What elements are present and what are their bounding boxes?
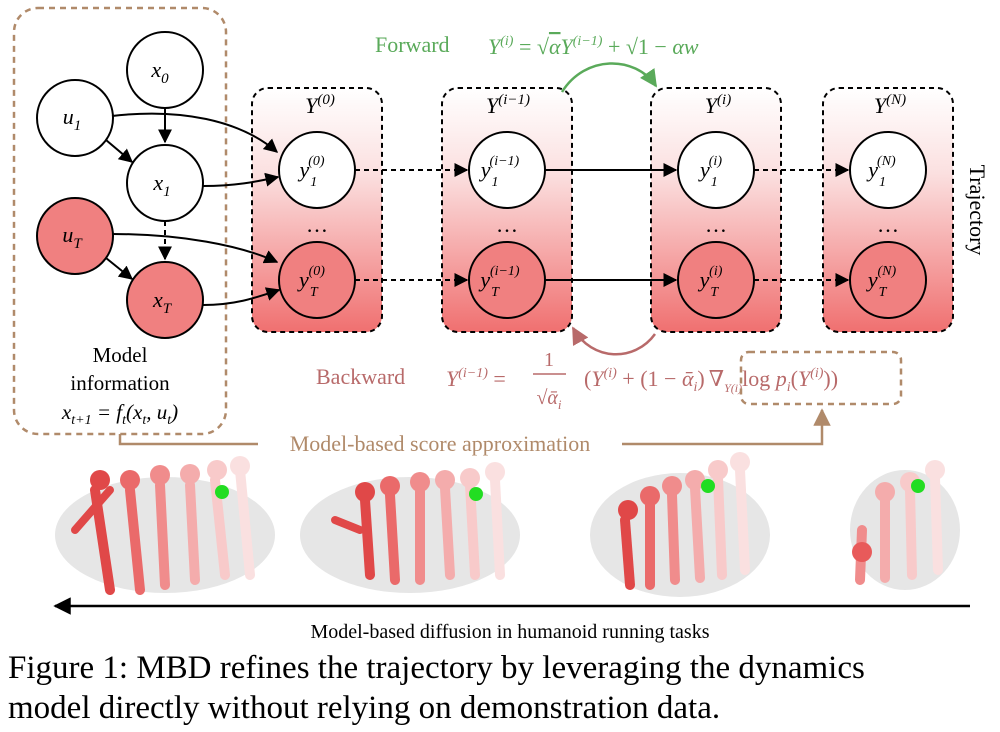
edge-u1-y1 <box>111 112 279 153</box>
ellipsis-col2: … <box>705 212 727 237</box>
backward-label: Backward <box>316 364 405 389</box>
edge-xT-yT <box>202 287 281 306</box>
node-yT-col2 <box>677 241 755 319</box>
backward-fraction-num: 1 <box>544 349 554 371</box>
figure-caption-line2: model directly without relying on demons… <box>8 690 721 726</box>
node-x0 <box>126 31 204 109</box>
humanoid-panel-3 <box>590 452 770 597</box>
score-label-bg <box>258 428 622 458</box>
backward-arc <box>571 326 657 356</box>
node-yT-col3 <box>849 241 927 319</box>
dynamics-equation: xt+1 = ft(xt, ut) <box>61 400 178 428</box>
forward-label: Forward <box>375 32 450 57</box>
backward-equation-rest: (Y(i) + (1 − ᾱi) ∇Y(i)log pi(Y(i))) <box>584 366 838 395</box>
trajectory-label: Trajectory <box>965 165 990 256</box>
node-xT <box>126 261 204 339</box>
node-y1-col2 <box>677 131 755 209</box>
figure-caption-line1: Figure 1: MBD refines the trajectory by … <box>8 650 865 686</box>
node-yT-col0 <box>278 241 356 319</box>
node-y1-col0 <box>278 131 356 209</box>
backward-equation: Y(i−1) = <box>446 366 506 391</box>
model-label-line1: Model <box>93 343 148 367</box>
node-uT <box>36 197 114 275</box>
humanoid-caption: Model-based diffusion in humanoid runnin… <box>310 621 709 643</box>
ellipsis-col3: … <box>877 212 899 237</box>
forward-equation: Y(i) = √αY(i−1) + √1 − αw <box>488 34 699 59</box>
edge-x1-y1 <box>202 172 280 187</box>
model-label-line2: information <box>70 371 170 395</box>
backward-fraction-den: √ᾱi <box>536 387 561 412</box>
figure-caption: Figure 1: MBD refines the trajectory by … <box>8 648 993 728</box>
forward-arc <box>560 62 658 93</box>
ellipsis-col0: … <box>306 212 328 237</box>
edge-uT-yT <box>111 233 279 264</box>
node-y1-col3 <box>849 131 927 209</box>
humanoid-panel-2 <box>300 462 520 593</box>
edge-uT-xT <box>105 257 134 280</box>
score-box <box>739 350 903 406</box>
mbd-diagram: Model information xt+1 = ft(xt, ut) x0 u… <box>12 6 990 643</box>
node-u1 <box>36 79 114 157</box>
edge-u1-x1 <box>105 139 134 163</box>
humanoid-panel-1 <box>55 456 275 595</box>
ellipsis-col1: … <box>496 212 518 237</box>
humanoid-panel-4 <box>850 460 960 590</box>
node-x1 <box>126 144 204 222</box>
score-label: Model-based score approximation <box>290 431 591 456</box>
